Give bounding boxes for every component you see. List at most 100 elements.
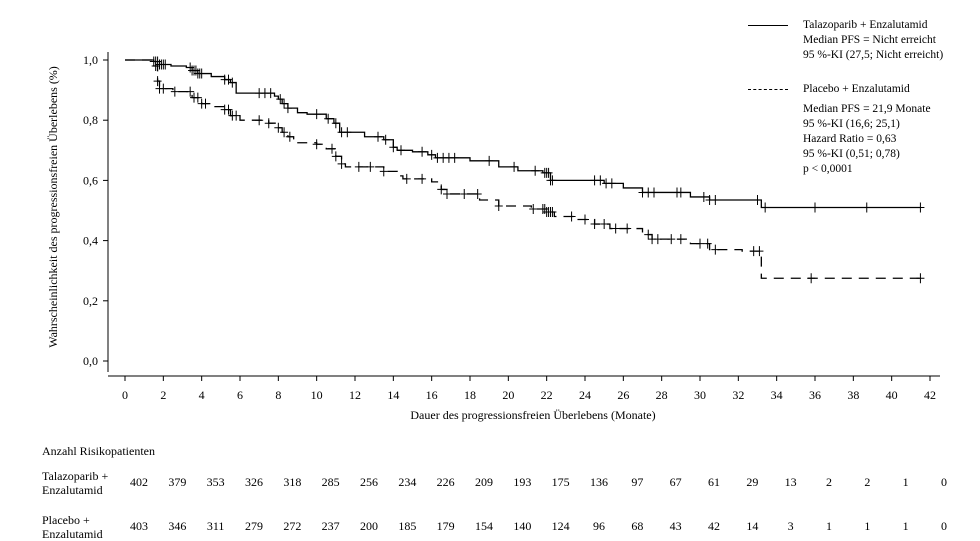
censor-mark bbox=[328, 143, 336, 154]
risk-row-label-placebo: Placebo + Enzalutamid bbox=[42, 513, 103, 541]
x-tick-label: 14 bbox=[387, 388, 399, 402]
censor-mark bbox=[753, 194, 762, 205]
censor-mark bbox=[381, 134, 390, 145]
axes: 0,00,20,40,60,81,00 2 4 6 8 10 12 14 16 18 20 22 24 2… bbox=[83, 52, 940, 402]
censor-mark bbox=[485, 155, 494, 166]
censor-mark bbox=[402, 173, 411, 184]
censor-mark bbox=[494, 200, 503, 211]
censor-mark bbox=[280, 127, 289, 138]
censor-mark bbox=[343, 127, 352, 138]
x-tick-label: 0 bbox=[122, 388, 128, 402]
censor-mark bbox=[312, 109, 321, 120]
risk-cell: 272 bbox=[283, 519, 302, 533]
censor-mark bbox=[312, 139, 321, 150]
censor-mark bbox=[644, 229, 653, 240]
risk-cell: 285 bbox=[321, 475, 340, 489]
legend-hr-ci: 95 %-KI (0,51; 0,78) bbox=[803, 148, 900, 160]
risk-cell: 2 bbox=[864, 475, 871, 489]
risk-cell: 185 bbox=[398, 519, 417, 533]
censor-mark bbox=[696, 238, 704, 249]
censor-mark bbox=[450, 152, 459, 163]
censor-mark bbox=[283, 103, 292, 114]
censor-mark bbox=[548, 175, 557, 186]
censor-mark bbox=[324, 113, 333, 124]
risk-cell: 154 bbox=[475, 519, 493, 533]
censor-mark bbox=[331, 151, 340, 162]
censor-mark bbox=[397, 145, 405, 156]
legend-ci: 95 %-KI (27,5; Nicht erreicht) bbox=[803, 49, 944, 61]
censor-mark bbox=[443, 188, 451, 199]
x-tick-label: 38 bbox=[847, 388, 859, 402]
risk-cell: 29 bbox=[746, 475, 759, 489]
censor-mark bbox=[151, 61, 160, 72]
x-tick-label: 6 bbox=[237, 388, 243, 402]
censor-mark bbox=[232, 110, 241, 121]
censor-mark bbox=[650, 187, 658, 198]
y-tick-label: 1,0 bbox=[83, 53, 98, 67]
censor-mark bbox=[653, 234, 662, 245]
censor-mark bbox=[389, 142, 398, 153]
legend-solid-line bbox=[748, 25, 788, 26]
censor-mark bbox=[331, 118, 340, 129]
legend-series-name: Talazoparib + Enzalutamid bbox=[803, 19, 928, 31]
censor-mark bbox=[623, 223, 632, 234]
censor-mark bbox=[596, 175, 605, 186]
x-tick-label: 36 bbox=[809, 388, 821, 402]
risk-cell: 3 bbox=[787, 519, 794, 533]
risk-cell: 209 bbox=[475, 475, 493, 489]
legend-median: Median PFS = 21,9 Monate bbox=[803, 103, 931, 115]
risk-cell: 67 bbox=[669, 475, 682, 489]
y-tick-label: 0,6 bbox=[83, 173, 98, 187]
risk-cell: 136 bbox=[590, 475, 608, 489]
x-tick-label: 10 bbox=[311, 388, 323, 402]
risk-cell: 42 bbox=[708, 519, 720, 533]
x-tick-label: 24 bbox=[579, 388, 591, 402]
legend-hazard-ratio: Hazard Ratio = 0,63 bbox=[803, 133, 897, 145]
censor-mark bbox=[755, 246, 764, 257]
censor-mark bbox=[159, 83, 168, 94]
legend-median: Median PFS = Nicht erreicht bbox=[803, 34, 936, 46]
censor-mark bbox=[228, 77, 237, 88]
censor-mark bbox=[266, 88, 275, 99]
legend-dashed-line bbox=[748, 89, 788, 90]
x-tick-label: 34 bbox=[771, 388, 783, 402]
censor-mark bbox=[711, 244, 720, 255]
risk-cell: 226 bbox=[436, 475, 455, 489]
risk-cell: 326 bbox=[245, 475, 263, 489]
x-tick-label: 8 bbox=[275, 388, 281, 402]
censor-mark bbox=[201, 98, 210, 109]
censor-mark bbox=[807, 273, 816, 284]
x-tick-label: 42 bbox=[924, 388, 936, 402]
censor-mark bbox=[337, 158, 346, 169]
censor-mark bbox=[276, 94, 285, 105]
censor-mark bbox=[544, 167, 553, 178]
risk-cell: 0 bbox=[941, 519, 947, 533]
risk-cell: 140 bbox=[513, 519, 532, 533]
risk-cell: 402 bbox=[130, 475, 148, 489]
x-tick-label: 28 bbox=[656, 388, 668, 402]
risk-cell: 311 bbox=[206, 519, 225, 533]
legend-entry-placebo: Placebo + Enzalutamid Median PFS = 21,9 … bbox=[748, 82, 943, 177]
censor-mark bbox=[581, 214, 589, 225]
censor-mark bbox=[916, 202, 925, 213]
censor-mark bbox=[510, 161, 519, 172]
risk-cell: 13 bbox=[784, 475, 797, 489]
censor-mark bbox=[418, 146, 427, 157]
censor-mark bbox=[460, 188, 469, 199]
risk-cell: 353 bbox=[206, 475, 225, 489]
risk-cell: 234 bbox=[398, 475, 417, 489]
censor-mark bbox=[667, 234, 676, 245]
censor-mark bbox=[374, 131, 382, 142]
risk-cell: 1 bbox=[826, 519, 832, 533]
censor-mark bbox=[285, 131, 294, 142]
censor-mark bbox=[379, 166, 388, 177]
risk-cell: 124 bbox=[551, 519, 570, 533]
censor-mark bbox=[529, 203, 538, 214]
risk-cell: 318 bbox=[283, 475, 302, 489]
risk-table-title: Anzahl Risikopatienten bbox=[42, 444, 155, 458]
censor-mark bbox=[161, 59, 170, 70]
censor-mark bbox=[224, 104, 233, 115]
risk-cell: 61 bbox=[708, 475, 720, 489]
censor-mark bbox=[611, 223, 620, 234]
censor-mark bbox=[170, 86, 179, 97]
